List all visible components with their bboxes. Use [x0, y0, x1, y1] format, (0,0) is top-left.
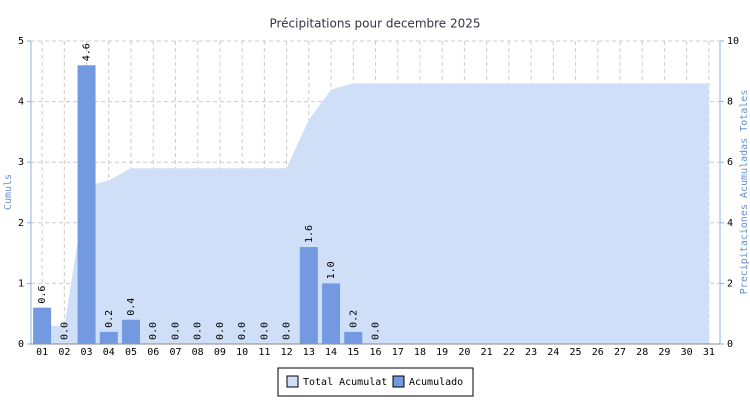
bar	[77, 65, 96, 345]
legend-swatch	[286, 375, 299, 388]
y-tick-label: 1	[18, 278, 24, 289]
value-label: 0.4	[126, 298, 137, 316]
y-tick-label: 5	[18, 36, 24, 47]
x-tick-label: 03	[81, 347, 93, 358]
x-tick-label: 21	[481, 347, 493, 358]
x-tick-label: 23	[525, 347, 537, 358]
y-tick-label: 2	[18, 218, 24, 229]
y2-tick-label: 0	[727, 339, 733, 350]
bar	[322, 283, 341, 344]
value-label: 4.6	[82, 43, 93, 61]
x-tick-label: 13	[303, 347, 315, 358]
x-tick-label: 27	[614, 347, 626, 358]
x-tick-label: 30	[681, 347, 693, 358]
x-tick-label: 31	[703, 347, 715, 358]
y2-tick-label: 2	[727, 278, 733, 289]
legend-label: Acumulado	[409, 377, 463, 388]
value-label: 0.0	[193, 322, 204, 340]
value-label: 1.0	[326, 261, 337, 279]
value-label: 1.6	[304, 225, 315, 243]
y2-tick-label: 10	[727, 36, 739, 47]
x-tick-label: 12	[281, 347, 293, 358]
x-tick-label: 16	[369, 347, 381, 358]
x-tick-label: 05	[125, 347, 137, 358]
x-tick-label: 01	[36, 347, 48, 358]
value-label: 0.0	[259, 322, 270, 340]
x-tick-label: 10	[236, 347, 248, 358]
value-label: 0.0	[215, 322, 226, 340]
x-tick-label: 08	[192, 347, 204, 358]
x-tick-label: 11	[258, 347, 270, 358]
value-label: 0.0	[237, 322, 248, 340]
y-axis-label: Cumuls	[3, 174, 14, 210]
bar	[299, 247, 318, 344]
bar	[344, 331, 363, 344]
value-label: 0.0	[59, 322, 70, 340]
value-label: 0.0	[371, 322, 382, 340]
y2-tick-label: 6	[727, 157, 733, 168]
y2-tick-label: 4	[727, 218, 733, 229]
x-tick-label: 04	[103, 347, 115, 358]
x-tick-label: 17	[392, 347, 404, 358]
x-tick-label: 24	[547, 347, 559, 358]
chart-title: Précipitations pour decembre 2025	[269, 17, 480, 31]
area	[42, 83, 709, 345]
x-tick-label: 25	[570, 347, 582, 358]
y2-tick-label: 8	[727, 97, 733, 108]
x-tick-label: 09	[214, 347, 226, 358]
x-tick-label: 29	[658, 347, 670, 358]
x-tick-label: 22	[503, 347, 515, 358]
y-tick-label: 4	[18, 97, 24, 108]
bar	[99, 331, 118, 344]
value-label: 0.6	[37, 286, 48, 304]
value-label: 0.2	[104, 310, 115, 328]
value-label: 0.2	[348, 310, 359, 328]
value-label: 0.0	[170, 322, 181, 340]
y-tick-label: 3	[18, 157, 24, 168]
legend-swatch	[392, 375, 405, 388]
value-label: 0.0	[282, 322, 293, 340]
x-tick-label: 18	[414, 347, 426, 358]
x-tick-label: 15	[347, 347, 359, 358]
x-tick-label: 14	[325, 347, 337, 358]
bar	[122, 319, 141, 344]
legend-label: Total Acumulat	[303, 377, 387, 388]
y-tick-label: 0	[18, 339, 24, 350]
x-tick-label: 20	[458, 347, 470, 358]
value-label: 0.0	[148, 322, 159, 340]
x-tick-label: 07	[169, 347, 181, 358]
x-tick-label: 06	[147, 347, 159, 358]
y2-axis-label: Precipitaciones Acumuladas Totales	[739, 90, 750, 295]
x-tick-label: 26	[592, 347, 604, 358]
x-tick-label: 28	[636, 347, 648, 358]
x-tick-label: 02	[58, 347, 70, 358]
x-tick-label: 19	[436, 347, 448, 358]
legend-box	[277, 367, 474, 397]
bar	[33, 307, 52, 344]
